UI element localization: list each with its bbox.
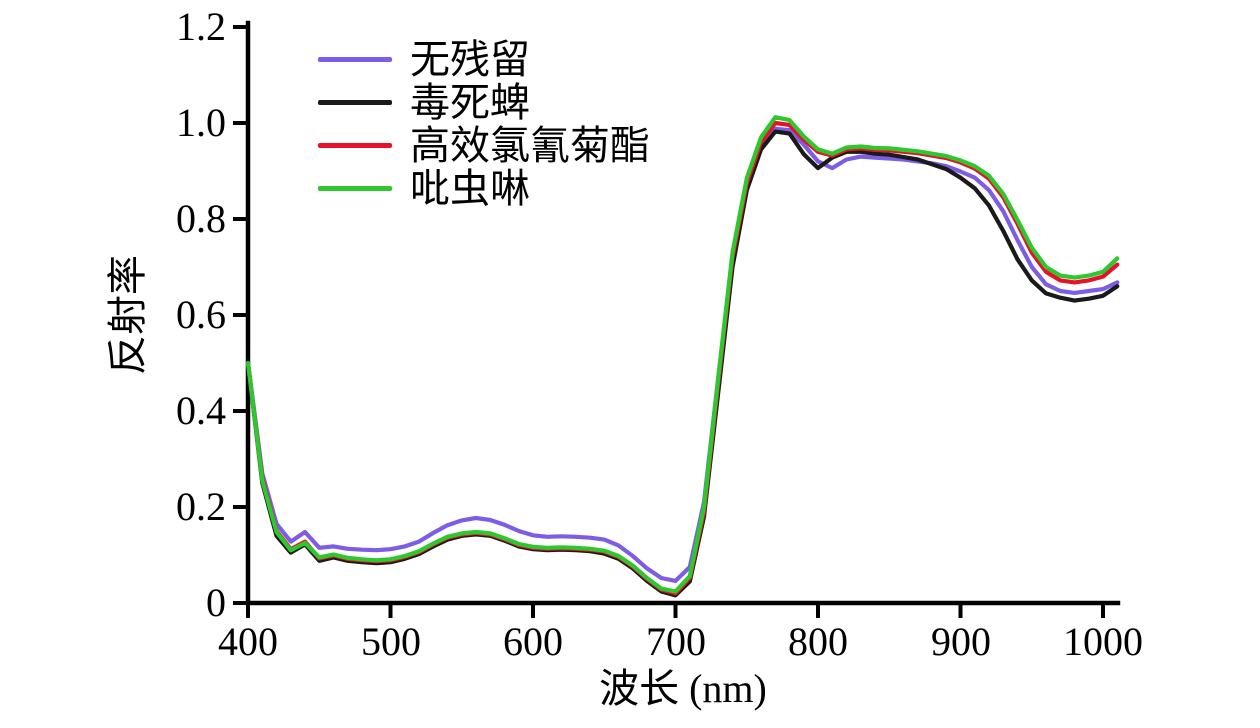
series-curve-吡虫啉 (245, 115, 1120, 594)
legend-item-label: 高效氯氰菊酯 (410, 123, 650, 168)
x-tick-label: 800 (788, 619, 848, 664)
x-tick-label: 900 (931, 619, 991, 664)
legend-line-swatch (318, 143, 392, 148)
legend-line-swatch (318, 100, 392, 105)
x-axis-title: 波长 (nm) (599, 666, 767, 711)
y-tick-label: 1.0 (176, 100, 226, 145)
y-tick-label: 0.2 (176, 484, 226, 529)
series-curve-无残留 (245, 126, 1120, 583)
legend-item-label: 毒死蜱 (410, 80, 530, 125)
x-tick-label: 400 (218, 619, 278, 664)
legend-item: 吡虫啉 (318, 167, 650, 210)
x-tick-label: 700 (646, 619, 706, 664)
y-tick-label: 1.2 (176, 4, 226, 49)
legend-item-label: 无残留 (410, 37, 530, 82)
y-tick-label: 0 (206, 580, 226, 625)
legend-item-label: 吡虫啉 (410, 166, 530, 211)
y-tick-label: 0.4 (176, 388, 226, 433)
y-tick-label: 0.8 (176, 196, 226, 241)
x-tick-label: 500 (361, 619, 421, 664)
legend-item: 毒死蜱 (318, 81, 650, 124)
y-tick-label: 0.6 (176, 292, 226, 337)
legend-item: 高效氯氰菊酯 (318, 124, 650, 167)
y-axis-title: 反射率 (105, 255, 150, 375)
legend: 无残留 毒死蜱 高效氯氰菊酯 吡虫啉 (318, 38, 650, 210)
legend-line-swatch (318, 57, 392, 62)
legend-line-swatch (318, 186, 392, 191)
x-tick-label: 1000 (1063, 619, 1143, 664)
x-tick-label: 600 (503, 619, 563, 664)
legend-item: 无残留 (318, 38, 650, 81)
